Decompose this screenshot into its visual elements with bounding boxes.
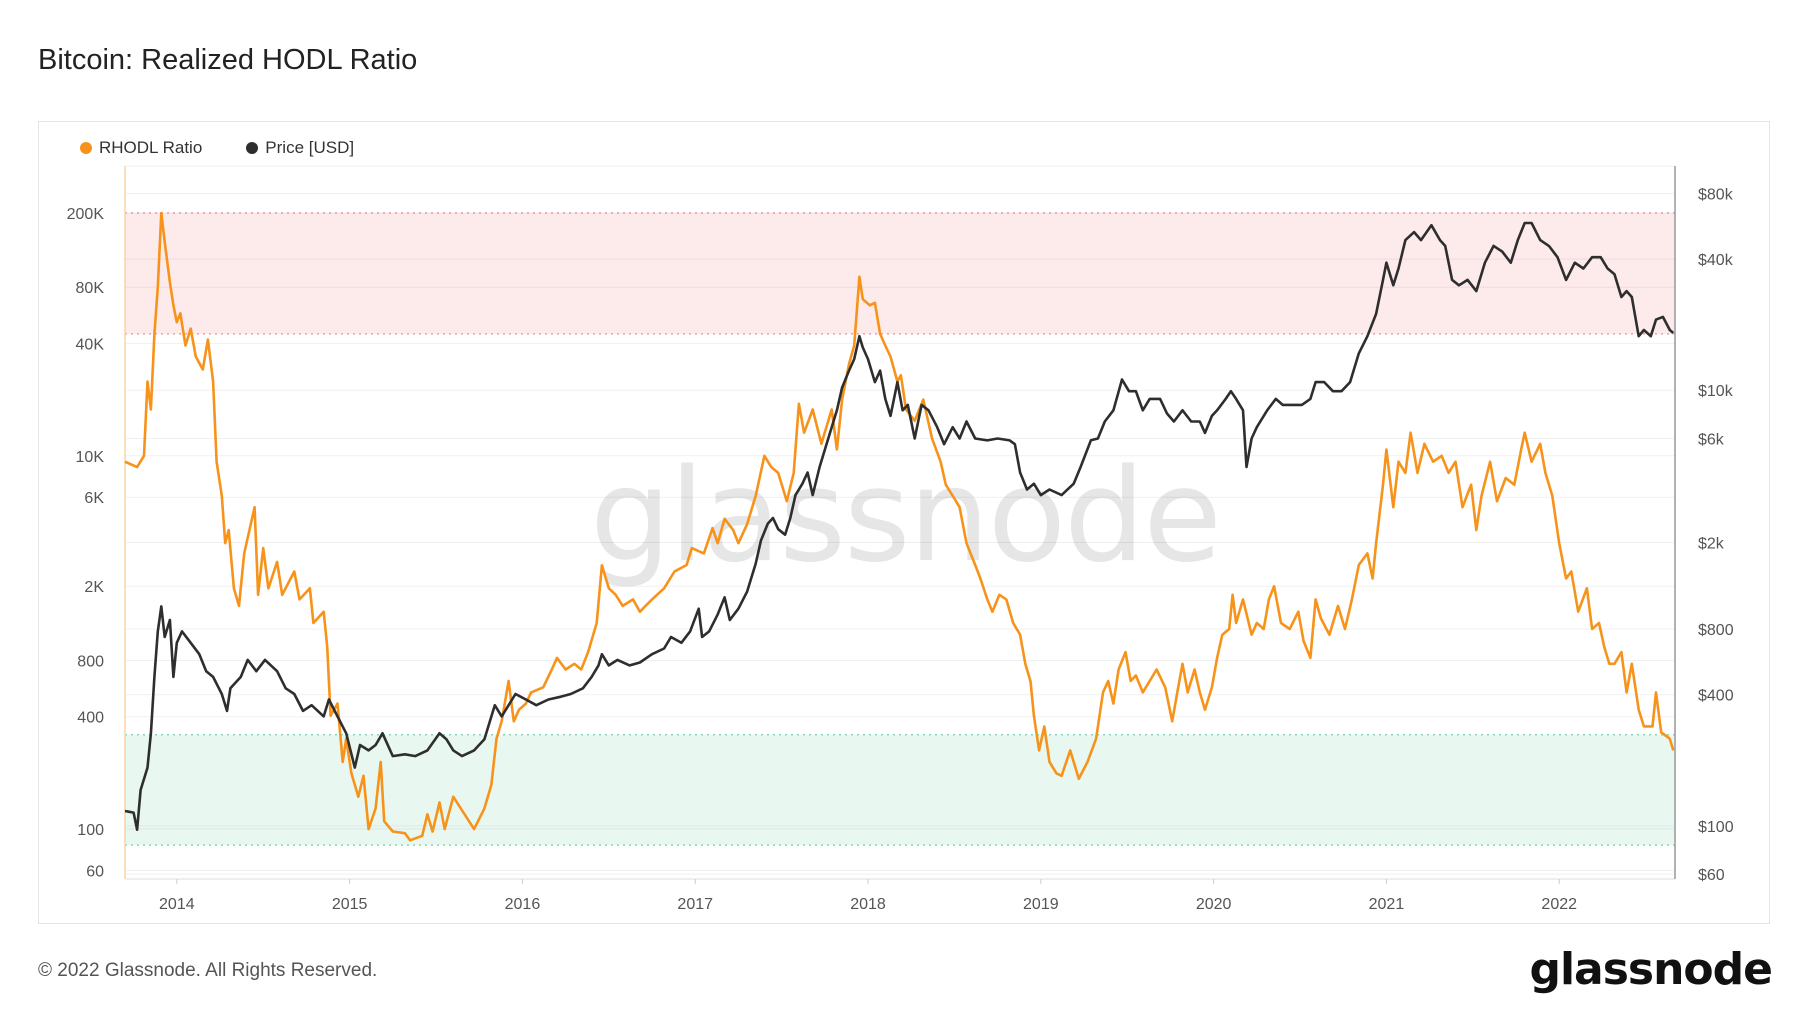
left-tick-label: 10K: [76, 449, 105, 466]
left-tick-label: 80K: [76, 280, 105, 297]
left-tick-label: 6K: [84, 490, 104, 507]
price-line: [124, 221, 1675, 831]
right-tick-label: $40k: [1698, 252, 1734, 269]
right-tick-label: $10k: [1698, 383, 1734, 400]
price-dot-icon: [246, 142, 259, 154]
x-tick-label: 2021: [1369, 896, 1405, 913]
copyright-footer: © 2022 Glassnode. All Rights Reserved.: [38, 960, 378, 981]
x-tick-label: 2020: [1196, 896, 1232, 913]
right-tick-label: $80k: [1698, 187, 1734, 204]
left-tick-label: 60: [86, 863, 104, 880]
page-title: Bitcoin: Realized HODL Ratio: [38, 44, 418, 76]
rhodl-dot-icon: [80, 142, 92, 154]
left-tick-label: 800: [77, 654, 104, 671]
left-tick-label: 100: [77, 822, 104, 839]
x-tick-label: 2019: [1023, 896, 1059, 913]
right-tick-label: $100: [1698, 819, 1734, 836]
left-tick-label: 400: [77, 710, 104, 727]
legend-label: Price [USD]: [265, 138, 355, 157]
left-tick-label: 200K: [67, 206, 105, 223]
x-tick-label: 2017: [677, 896, 713, 913]
x-tick-label: 2022: [1541, 896, 1577, 913]
top-band: [125, 212, 1675, 334]
x-tick-label: 2014: [159, 896, 195, 913]
legend: RHODL Ratio Price [USD]: [80, 138, 354, 158]
legend-item-rhodl[interactable]: RHODL Ratio: [80, 138, 202, 158]
chart-card: [38, 121, 1770, 924]
right-tick-label: $800: [1698, 622, 1734, 639]
x-tick-label: 2016: [505, 896, 541, 913]
left-tick-label: 2K: [84, 579, 104, 596]
left-tick-label: 40K: [76, 336, 105, 353]
x-tick-label: 2015: [332, 896, 368, 913]
rhodl-ratio-line: [124, 211, 1675, 842]
right-tick-label: $60: [1698, 867, 1725, 884]
legend-item-price[interactable]: Price [USD]: [246, 138, 354, 158]
legend-label: RHODL Ratio: [99, 138, 203, 157]
right-tick-label: $6k: [1698, 432, 1725, 449]
glassnode-logo[interactable]: glassnode: [1529, 944, 1773, 995]
right-tick-label: $400: [1698, 688, 1734, 705]
x-tick-label: 2018: [850, 896, 886, 913]
right-tick-label: $2k: [1698, 535, 1725, 552]
watermark: glassnode: [590, 442, 1220, 591]
